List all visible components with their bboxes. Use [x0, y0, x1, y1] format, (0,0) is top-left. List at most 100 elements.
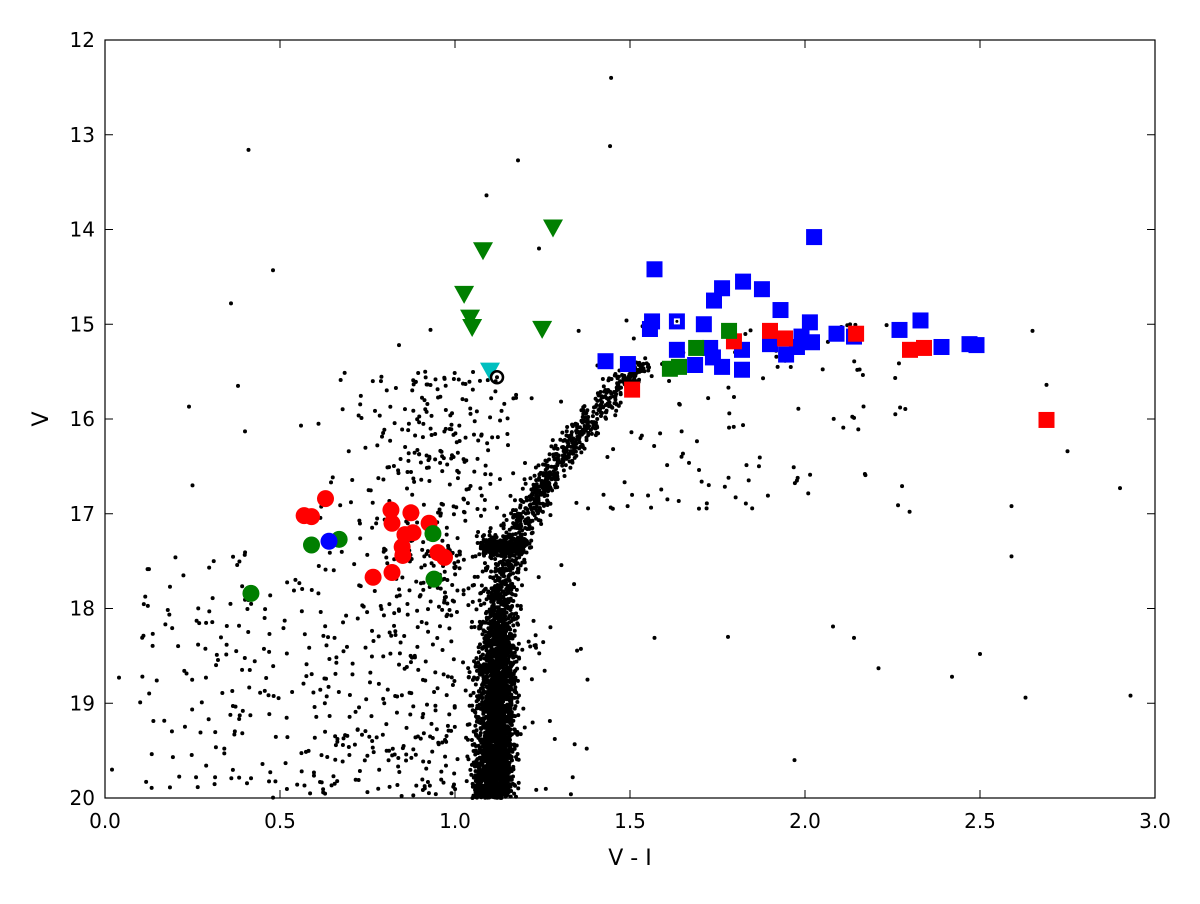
- star-dot: [149, 752, 154, 757]
- star-dot: [436, 604, 441, 609]
- star-dot: [304, 662, 309, 667]
- star-dot: [501, 773, 506, 778]
- star-dot: [472, 469, 477, 474]
- star-dot: [510, 643, 515, 648]
- star-dot: [480, 569, 485, 574]
- star-dot: [515, 541, 520, 546]
- star-dot: [532, 473, 537, 478]
- blue-square-marker: [753, 281, 770, 298]
- star-dot: [579, 419, 584, 424]
- star-dot: [433, 708, 438, 713]
- star-dot: [518, 607, 523, 612]
- star-dot: [410, 388, 415, 393]
- star-dot: [426, 629, 431, 634]
- blue-square-marker: [801, 314, 818, 331]
- star-dot: [439, 769, 444, 774]
- star-dot: [492, 702, 497, 707]
- star-dot: [311, 770, 316, 775]
- star-dot: [496, 594, 501, 599]
- star-dot: [411, 704, 416, 709]
- star-dot: [510, 603, 515, 608]
- star-dot: [563, 463, 568, 468]
- star-dot: [498, 769, 503, 774]
- blue-square-marker: [912, 312, 929, 329]
- star-dot: [376, 786, 381, 791]
- star-dot: [529, 538, 534, 543]
- star-dot: [893, 375, 898, 380]
- star-dot: [412, 450, 417, 455]
- star-dot: [406, 451, 411, 456]
- star-dot: [523, 460, 528, 465]
- star-dot: [475, 788, 480, 793]
- star-dot: [500, 542, 505, 547]
- star-dot: [500, 669, 505, 674]
- star-dot: [182, 724, 187, 729]
- star-dot: [402, 634, 407, 639]
- star-dot: [449, 675, 454, 680]
- star-dot: [463, 518, 468, 523]
- star-dot: [509, 619, 514, 624]
- green-triangle-marker: [473, 242, 493, 261]
- star-dot: [495, 620, 500, 625]
- star-dot: [442, 375, 447, 380]
- star-dot: [514, 616, 519, 621]
- star-dot: [405, 612, 410, 617]
- star-dot: [341, 736, 346, 741]
- star-dot: [290, 689, 295, 694]
- star-dot: [443, 763, 448, 768]
- star-dot: [470, 387, 475, 392]
- star-dot: [195, 785, 200, 790]
- star-dot: [509, 702, 514, 707]
- star-dot: [584, 435, 589, 440]
- star-dot: [644, 361, 649, 366]
- star-dot: [393, 629, 398, 634]
- star-dot: [528, 476, 533, 481]
- star-dot: [520, 486, 525, 491]
- star-dot: [369, 654, 374, 659]
- star-dot: [529, 677, 534, 682]
- star-dot: [285, 735, 290, 740]
- star-dot: [465, 737, 470, 742]
- star-dot: [388, 404, 393, 409]
- star-dot: [512, 727, 517, 732]
- star-dot: [593, 433, 598, 438]
- star-dot: [515, 549, 520, 554]
- star-dot: [533, 633, 538, 638]
- star-dot: [451, 376, 456, 381]
- star-dot: [321, 633, 326, 638]
- star-dot: [539, 521, 544, 526]
- star-dot: [485, 538, 490, 543]
- star-dot: [464, 779, 469, 784]
- star-dot: [489, 569, 494, 574]
- star-dot: [488, 666, 493, 671]
- star-dot: [392, 752, 397, 757]
- cluster-stars: [138, 322, 912, 800]
- star-dot: [490, 630, 495, 635]
- star-dot: [502, 638, 507, 643]
- star-dot: [513, 685, 518, 690]
- star-dot: [478, 486, 483, 491]
- star-dot: [428, 734, 433, 739]
- field-star-dot: [726, 634, 730, 639]
- star-dot: [750, 506, 755, 511]
- star-dot: [748, 328, 753, 333]
- star-dot: [452, 371, 457, 376]
- star-dot: [522, 557, 527, 562]
- star-dot: [522, 725, 527, 730]
- star-dot: [577, 432, 582, 437]
- star-dot: [146, 567, 151, 572]
- star-dot: [907, 509, 912, 514]
- star-dot: [353, 709, 358, 714]
- field-star-dot: [229, 301, 233, 306]
- star-dot: [513, 677, 518, 682]
- star-dot: [531, 486, 536, 491]
- star-dot: [518, 563, 523, 568]
- star-dot: [247, 685, 252, 690]
- star-dot: [456, 559, 461, 564]
- star-dot: [365, 552, 370, 557]
- star-dot: [415, 644, 420, 649]
- star-dot: [245, 606, 250, 611]
- star-dot: [410, 492, 415, 497]
- star-dot: [497, 699, 502, 704]
- star-dot: [147, 691, 152, 696]
